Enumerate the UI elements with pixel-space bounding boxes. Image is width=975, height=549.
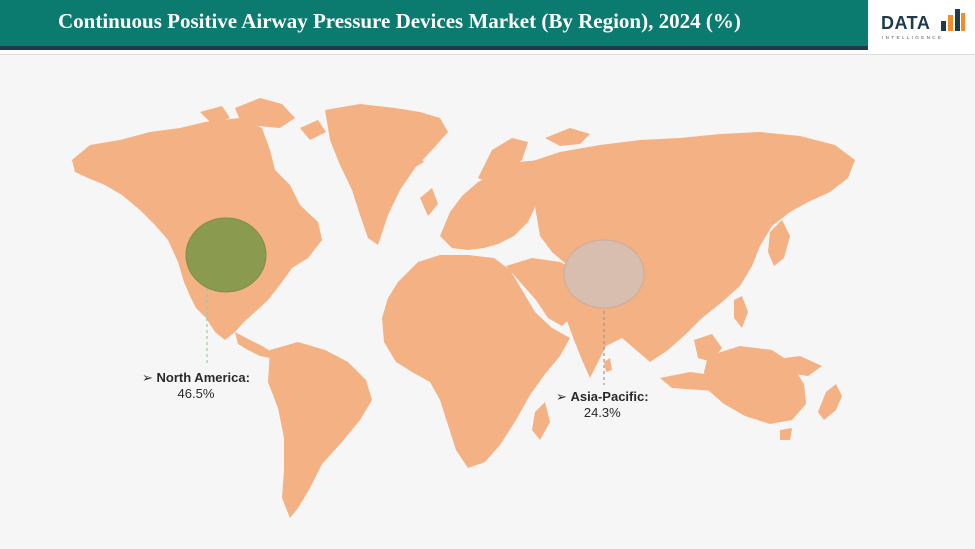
region-value: 46.5% bbox=[177, 386, 215, 401]
region-name: North America: bbox=[156, 370, 250, 385]
logo-subtitle: INTELLIGENCE bbox=[882, 35, 944, 40]
asia-pacific-bubble bbox=[563, 239, 645, 309]
north-america-label: ➢ North America: 46.5% bbox=[142, 370, 250, 401]
africa bbox=[382, 255, 570, 468]
greenland bbox=[325, 104, 448, 245]
south-america bbox=[268, 342, 372, 518]
madagascar bbox=[532, 402, 550, 440]
new-zealand bbox=[818, 384, 842, 420]
asia-pacific-label: ➢ Asia-Pacific: 24.3% bbox=[556, 389, 649, 420]
arctic-island-east bbox=[300, 120, 326, 140]
scandinavia bbox=[478, 138, 528, 184]
datam-intelligence-logo: DATA INTELLIGENCE bbox=[870, 0, 975, 50]
central-america bbox=[235, 332, 272, 358]
arctic-island-west bbox=[200, 106, 230, 124]
sri-lanka bbox=[604, 358, 612, 372]
british-isles bbox=[420, 188, 438, 216]
header-bar: Continuous Positive Airway Pressure Devi… bbox=[0, 0, 868, 50]
bar-chart-icon bbox=[941, 9, 965, 31]
north-america-bubble bbox=[185, 217, 267, 293]
region-name: Asia-Pacific: bbox=[570, 389, 649, 404]
russian-arctic-islands bbox=[545, 128, 590, 146]
logo-wordmark: DATA bbox=[881, 13, 931, 33]
arrow-marker-icon: ➢ bbox=[142, 370, 157, 385]
iceland bbox=[396, 152, 424, 170]
europe bbox=[440, 160, 556, 250]
region-value: 24.3% bbox=[583, 405, 621, 420]
japan bbox=[768, 220, 790, 266]
arrow-marker-icon: ➢ bbox=[556, 389, 571, 404]
australia bbox=[704, 346, 806, 424]
chart-title: Continuous Positive Airway Pressure Devi… bbox=[58, 9, 741, 33]
asia bbox=[530, 132, 855, 378]
tasmania bbox=[780, 428, 792, 440]
philippines bbox=[734, 296, 748, 328]
canadian-arctic-islands bbox=[235, 98, 295, 128]
